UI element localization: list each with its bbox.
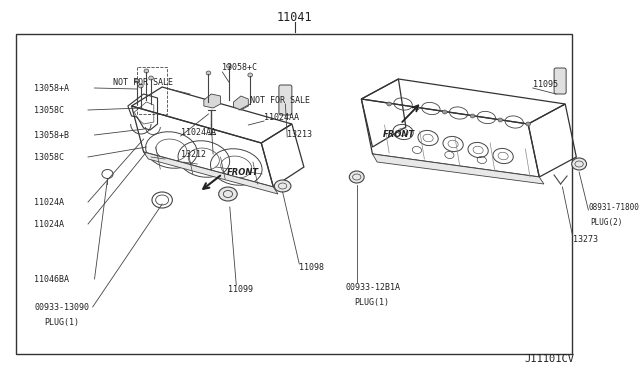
Text: 11046BA: 11046BA xyxy=(35,275,69,283)
Text: J11101CV: J11101CV xyxy=(524,354,575,364)
Text: 11024A: 11024A xyxy=(35,219,64,228)
Text: 11041: 11041 xyxy=(277,10,312,23)
Ellipse shape xyxy=(442,110,447,114)
Ellipse shape xyxy=(572,158,586,170)
Text: 11024AA: 11024AA xyxy=(264,112,299,122)
Polygon shape xyxy=(143,152,278,194)
Text: 11095: 11095 xyxy=(532,80,558,89)
Text: FRONT: FRONT xyxy=(227,168,259,177)
Text: 11024A: 11024A xyxy=(35,198,64,206)
Text: 13058+A: 13058+A xyxy=(35,83,69,93)
Text: 13058+B: 13058+B xyxy=(35,131,69,140)
Bar xyxy=(16,34,572,354)
Ellipse shape xyxy=(526,122,531,126)
Ellipse shape xyxy=(275,180,291,192)
Ellipse shape xyxy=(138,84,143,88)
FancyBboxPatch shape xyxy=(554,68,566,94)
Ellipse shape xyxy=(415,106,419,110)
Ellipse shape xyxy=(144,69,148,73)
Ellipse shape xyxy=(227,64,231,68)
Text: 13273: 13273 xyxy=(573,234,598,244)
Ellipse shape xyxy=(148,76,154,80)
Polygon shape xyxy=(372,154,544,184)
Text: 08931-71800: 08931-71800 xyxy=(588,202,639,212)
Ellipse shape xyxy=(470,114,475,118)
Ellipse shape xyxy=(219,187,237,201)
Text: 13212: 13212 xyxy=(180,150,205,158)
Ellipse shape xyxy=(248,73,253,77)
Text: 11098: 11098 xyxy=(300,263,324,272)
Text: NOT FOR SALE: NOT FOR SALE xyxy=(250,96,310,105)
FancyBboxPatch shape xyxy=(279,85,292,115)
Text: 13058C: 13058C xyxy=(35,106,64,115)
Text: PLUG(1): PLUG(1) xyxy=(354,298,389,307)
Text: PLUG(2): PLUG(2) xyxy=(590,218,623,227)
Text: 13058C: 13058C xyxy=(35,153,64,161)
Text: 13058+C: 13058+C xyxy=(222,62,257,71)
Ellipse shape xyxy=(349,171,364,183)
Ellipse shape xyxy=(498,118,502,122)
Text: NOT FOR SALE: NOT FOR SALE xyxy=(113,77,173,87)
Text: 00933-12B1A: 00933-12B1A xyxy=(346,282,401,292)
Text: 13213: 13213 xyxy=(287,129,312,138)
Polygon shape xyxy=(234,96,248,110)
Ellipse shape xyxy=(206,71,211,75)
Text: 11024AA: 11024AA xyxy=(180,128,216,137)
Ellipse shape xyxy=(135,79,140,83)
Text: PLUG(1): PLUG(1) xyxy=(44,317,79,327)
Text: FRONT: FRONT xyxy=(382,130,415,139)
Polygon shape xyxy=(204,94,221,108)
Ellipse shape xyxy=(387,102,392,106)
Text: 11099: 11099 xyxy=(228,285,253,295)
Text: 00933-13090: 00933-13090 xyxy=(35,302,90,311)
